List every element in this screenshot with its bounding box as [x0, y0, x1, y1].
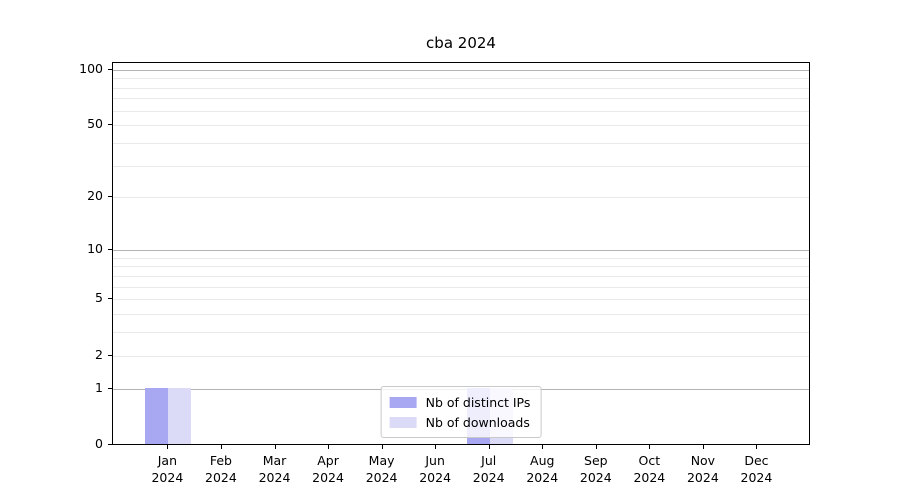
y-tick-label: 2 [95, 346, 103, 362]
y-tick [108, 354, 112, 356]
y-tick [108, 248, 112, 250]
x-tick [756, 445, 758, 449]
y-tick [108, 68, 112, 70]
y-tick-label: 0 [95, 436, 103, 451]
gridline-minor [113, 98, 809, 100]
y-tick [108, 387, 112, 389]
x-tick-label: Oct 2024 [633, 453, 666, 485]
x-tick-label: Dec 2024 [740, 453, 773, 485]
gridline-minor [113, 142, 809, 144]
y-tick [108, 298, 112, 300]
x-tick-label: Jun 2024 [419, 453, 452, 485]
x-tick [328, 445, 330, 449]
x-tick [488, 445, 490, 449]
x-tick-label: Mar 2024 [258, 453, 291, 485]
x-tick-label: Sep 2024 [579, 453, 612, 485]
gridline-minor [113, 78, 809, 80]
gridline-minor [113, 165, 809, 167]
legend-item: Nb of distinct IPs [389, 392, 531, 412]
y-tick-label: 20 [87, 188, 103, 204]
chart-title: cba 2024 [426, 34, 496, 52]
y-tick-label: 5 [95, 290, 103, 306]
gridline-major [113, 249, 809, 251]
x-tick [542, 445, 544, 449]
gridline-major [113, 69, 809, 71]
y-tick [108, 444, 112, 445]
gridline-minor [113, 332, 809, 334]
gridline-minor [113, 286, 809, 288]
x-tick [595, 445, 597, 449]
gridline-minor [113, 275, 809, 277]
x-tick-label: Nov 2024 [686, 453, 719, 485]
gridline-minor [113, 299, 809, 301]
x-tick-label: May 2024 [365, 453, 398, 485]
y-tick [108, 124, 112, 126]
y-tick-label: 100 [79, 60, 103, 76]
gridline-minor [113, 125, 809, 127]
gridline-minor [113, 87, 809, 89]
gridline-minor [113, 266, 809, 268]
x-tick-label: Jan 2024 [151, 453, 184, 485]
x-tick-label: Apr 2024 [312, 453, 344, 485]
plot-area: Nb of distinct IPs Nb of downloads [112, 62, 810, 445]
x-tick [381, 445, 383, 449]
y-tick-label: 50 [87, 116, 103, 132]
legend-label: Nb of distinct IPs [425, 394, 531, 410]
bar-distinct-ips [145, 387, 169, 444]
x-tick [649, 445, 651, 449]
gridline-minor [113, 110, 809, 112]
y-tick [108, 196, 112, 198]
gridline-minor [113, 314, 809, 316]
legend: Nb of distinct IPs Nb of downloads [380, 386, 542, 438]
y-tick-label: 10 [87, 240, 103, 256]
legend-swatch-downloads-icon [389, 416, 417, 428]
x-tick [702, 445, 704, 449]
x-tick [274, 445, 276, 449]
x-tick [167, 445, 169, 449]
legend-swatch-distinct-ips-icon [389, 396, 417, 408]
gridline-minor [113, 257, 809, 259]
legend-label: Nb of downloads [425, 414, 530, 430]
y-tick-label: 1 [95, 379, 103, 395]
x-tick-label: Aug 2024 [526, 453, 559, 485]
x-tick-label: Feb 2024 [205, 453, 237, 485]
bar-downloads [168, 387, 192, 444]
gridline-minor [113, 197, 809, 199]
x-tick [220, 445, 222, 449]
x-tick-label: Jul 2024 [472, 453, 505, 485]
legend-item: Nb of downloads [389, 412, 531, 432]
gridline-minor [113, 355, 809, 357]
x-tick [435, 445, 437, 449]
